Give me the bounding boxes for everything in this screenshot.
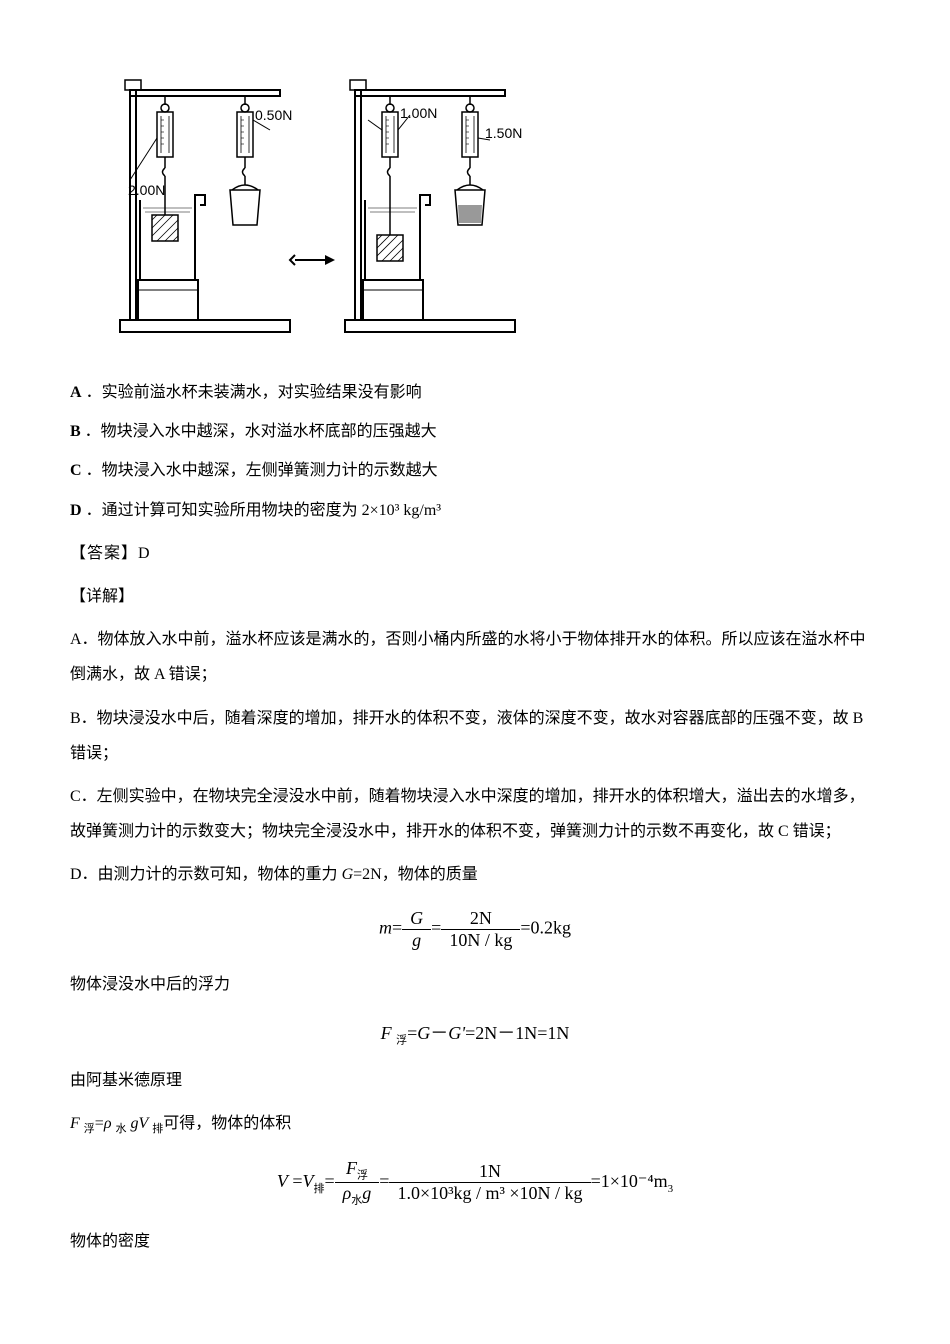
archimedes-intro: 由阿基米德原理 bbox=[70, 1063, 880, 1098]
explanation-A: A．物体放入水中前，溢水杯应该是满水的，否则小桶内所盛的水将小于物体排开水的体积… bbox=[70, 622, 880, 692]
answer-line: 【答案】D bbox=[70, 536, 880, 571]
choice-C: C．物块浸入水中越深，左侧弹簧测力计的示数越大 bbox=[70, 453, 880, 488]
choice-A: A．实验前溢水杯未装满水，对实验结果没有影响 bbox=[70, 375, 880, 410]
choice-D-label: D bbox=[70, 502, 82, 519]
answer-label: 【答案】 bbox=[70, 545, 138, 562]
answer-value: D bbox=[138, 545, 150, 562]
choice-C-label: C bbox=[70, 462, 82, 479]
volume-formula: V =V排=F浮ρ水g=1N1.0×10³kg / m³ ×10N / kg=1… bbox=[70, 1158, 880, 1208]
label-right-left: 1.00N bbox=[400, 105, 437, 121]
density-intro: 物体的密度 bbox=[70, 1224, 880, 1259]
choice-D: D．通过计算可知实验所用物块的密度为 2×10³ kg/m³ bbox=[70, 493, 880, 528]
buoyancy-formula: F 浮=G－G'=2N－1N=1N bbox=[70, 1019, 880, 1048]
diagram-svg: 2.00N 0.50N bbox=[110, 60, 530, 340]
choice-B-text: ．物块浸入水中越深，水对溢水杯底部的压强越大 bbox=[85, 423, 437, 440]
label-right-right: 1.50N bbox=[485, 125, 522, 141]
buoyancy-intro: 物体浸没水中后的浮力 bbox=[70, 967, 880, 1002]
mass-formula: m=Gg=2N10N / kg=0.2kg bbox=[70, 908, 880, 951]
explanation-D-intro: D．由测力计的示数可知，物体的重力 G=2N，物体的质量 bbox=[70, 857, 880, 892]
choice-A-label: A bbox=[70, 384, 82, 401]
label-left-right: 0.50N bbox=[255, 107, 292, 123]
choice-B-label: B bbox=[70, 423, 81, 440]
experiment-diagram: 2.00N 0.50N bbox=[110, 60, 880, 345]
choice-B: B．物块浸入水中越深，水对溢水杯底部的压强越大 bbox=[70, 414, 880, 449]
choice-C-text: ．物块浸入水中越深，左侧弹簧测力计的示数越大 bbox=[86, 462, 438, 479]
explanation-header: 【详解】 bbox=[70, 579, 880, 614]
volume-intro: F 浮=ρ 水 gV 排可得，物体的体积 bbox=[70, 1106, 880, 1141]
label-left-left: 2.00N bbox=[128, 182, 165, 198]
choice-A-text: ．实验前溢水杯未装满水，对实验结果没有影响 bbox=[86, 384, 422, 401]
explanation-C: C．左侧实验中，在物块完全浸没水中前，随着物块浸入水中深度的增加，排开水的体积增… bbox=[70, 779, 880, 849]
choice-D-text: ．通过计算可知实验所用物块的密度为 2×10³ kg/m³ bbox=[86, 502, 442, 519]
explanation-B: B．物块浸没水中后，随着深度的增加，排开水的体积不变，液体的深度不变，故水对容器… bbox=[70, 701, 880, 771]
